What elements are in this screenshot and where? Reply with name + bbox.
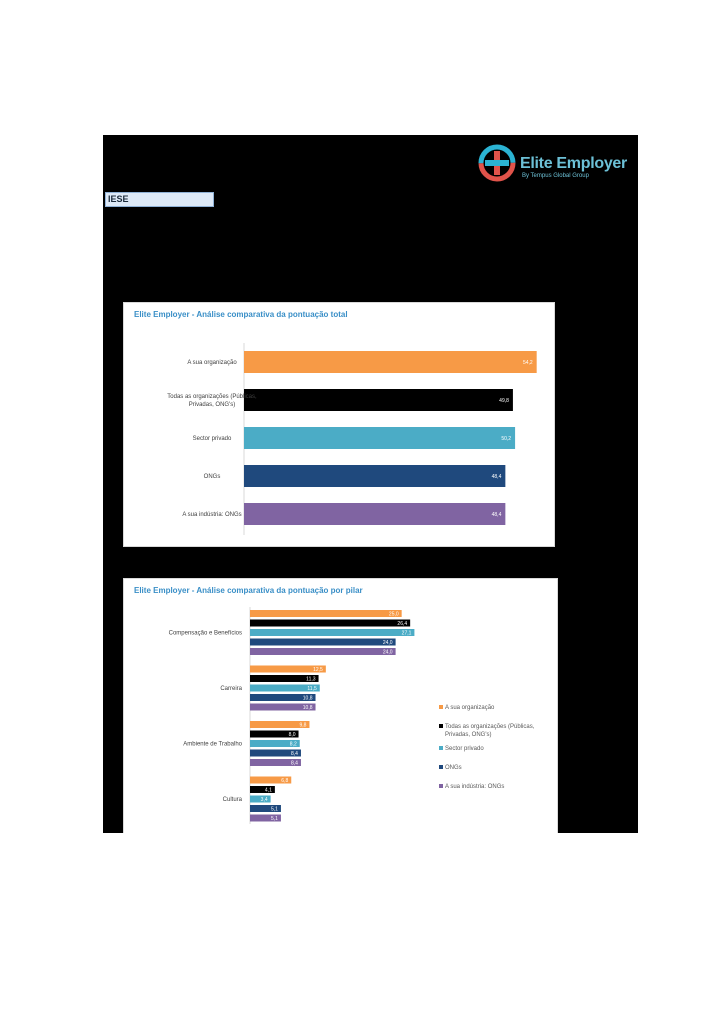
bar-3-3: [250, 805, 281, 812]
value-label: 27,1: [402, 631, 412, 637]
bar-2-4: [250, 759, 301, 766]
value-label: 12,5: [313, 667, 323, 673]
bar-1-3: [250, 694, 316, 701]
bar-0-3: [250, 638, 396, 646]
legend-label: A sua organização: [445, 705, 495, 711]
bar-1-0: [250, 665, 326, 673]
value-label: 4,1: [265, 788, 272, 794]
value-label: 5,1: [271, 816, 278, 822]
value-label: 48,4: [492, 474, 502, 480]
bar-0-4: [250, 648, 396, 655]
value-label: 48,4: [492, 512, 502, 518]
category-label: Privadas, ONG's): [189, 402, 236, 408]
chart-title: Elite Employer - Análise comparativa da …: [134, 586, 363, 595]
value-label: 8,0: [289, 732, 296, 738]
report-panel: Elite Employer By Tempus Global Group IE…: [103, 135, 638, 833]
value-label: 8,2: [290, 742, 297, 748]
legend-swatch: [439, 724, 443, 728]
bar-2-3: [250, 749, 301, 757]
value-label: 8,4: [291, 761, 298, 767]
bar-1-1: [250, 675, 319, 682]
pillar-score-chart: Elite Employer - Análise comparativa da …: [123, 578, 558, 833]
value-label: 26,4: [397, 621, 407, 627]
company-name-box: IESE: [105, 192, 214, 207]
elite-employer-logo: Elite Employer By Tempus Global Group: [477, 143, 637, 183]
bar-2-0: [250, 721, 310, 728]
chart-title: Elite Employer - Análise comparativa da …: [134, 310, 348, 319]
value-label: 25,0: [389, 612, 399, 618]
total-score-chart: Elite Employer - Análise comparativa da …: [123, 302, 555, 547]
bar-2-1: [250, 730, 299, 738]
bar-0: [244, 351, 537, 373]
bar-0-0: [250, 610, 402, 617]
value-label: 5,1: [271, 807, 278, 813]
bar-2: [244, 427, 516, 449]
value-label: 9,8: [300, 723, 307, 729]
bar-1-4: [250, 703, 316, 711]
value-label: 24,0: [383, 650, 393, 656]
value-label: 50,2: [501, 436, 511, 442]
category-label: A sua organização: [187, 360, 237, 366]
bar-0-2: [250, 629, 415, 636]
category-label: ONGs: [204, 474, 221, 480]
legend-label: ONGs: [445, 765, 462, 771]
bar-3-0: [250, 776, 292, 784]
bar-3-4: [250, 814, 281, 822]
legend-swatch: [439, 705, 443, 709]
bar-3-1: [250, 786, 275, 793]
value-label: 11,5: [307, 686, 317, 692]
value-label: 24,0: [383, 640, 393, 646]
bar-1-2: [250, 684, 320, 692]
bar-1: [244, 389, 513, 411]
legend-swatch: [439, 784, 443, 788]
total-score-plot: 54,2 A sua organização 49,8 Todas as organi…: [167, 343, 537, 535]
legend-label: Sector privado: [445, 746, 484, 752]
value-label: 54,2: [523, 360, 533, 366]
category-label: Cultura: [223, 797, 243, 803]
value-label: 8,4: [291, 751, 298, 757]
legend-swatch: [439, 746, 443, 750]
bar-4: [244, 503, 506, 525]
value-label: 11,3: [306, 677, 316, 683]
pillar-score-plot: 25,0 26,4 27,1 24,0 24,0 Compensação e Benefí…: [169, 607, 535, 824]
category-label: Todas as organizações (Públicas,: [167, 394, 257, 400]
category-label: Compensação e Benefícios: [169, 631, 242, 637]
legend-label: Todas as organizações (Públicas,: [445, 724, 535, 730]
category-label: Sector privado: [193, 436, 232, 442]
bar-2-2: [250, 740, 300, 747]
logo-subtitle: By Tempus Global Group: [522, 173, 589, 179]
value-label: 10,8: [303, 705, 313, 711]
bar-3: [244, 465, 506, 487]
logo-mark-icon: [478, 144, 516, 182]
value-label: 3,4: [261, 797, 268, 803]
value-label: 6,8: [281, 778, 288, 784]
value-label: 49,8: [499, 398, 509, 404]
category-label: Carreira: [220, 686, 242, 692]
legend-swatch: [439, 765, 443, 769]
logo-title: Elite Employer: [520, 155, 627, 172]
bar-0-1: [250, 619, 411, 627]
value-label: 10,8: [303, 696, 313, 702]
category-label: Ambiente de Trabalho: [183, 742, 242, 748]
legend-label: Privadas, ONG's): [445, 732, 492, 738]
bar-3-2: [250, 795, 271, 803]
category-label: A sua indústria: ONGs: [182, 512, 241, 518]
legend-label: A sua indústria: ONGs: [445, 784, 504, 790]
